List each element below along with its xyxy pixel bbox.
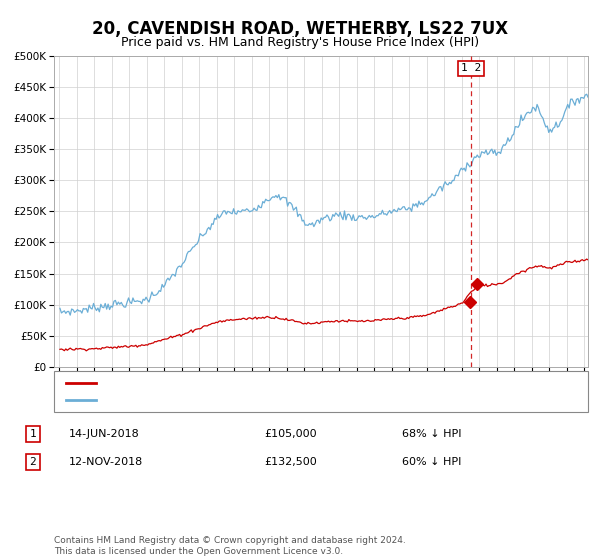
Text: 14-JUN-2018: 14-JUN-2018: [69, 429, 140, 439]
Text: Price paid vs. HM Land Registry's House Price Index (HPI): Price paid vs. HM Land Registry's House …: [121, 36, 479, 49]
Text: 68% ↓ HPI: 68% ↓ HPI: [402, 429, 461, 439]
Text: 60% ↓ HPI: 60% ↓ HPI: [402, 457, 461, 467]
Text: 1 2: 1 2: [461, 63, 481, 73]
Text: 20, CAVENDISH ROAD, WETHERBY, LS22 7UX: 20, CAVENDISH ROAD, WETHERBY, LS22 7UX: [92, 20, 508, 38]
Text: £105,000: £105,000: [264, 429, 317, 439]
Text: 20, CAVENDISH ROAD, WETHERBY, LS22 7UX (detached house): 20, CAVENDISH ROAD, WETHERBY, LS22 7UX (…: [105, 377, 458, 388]
Text: 1: 1: [29, 429, 37, 439]
Text: HPI: Average price, detached house, Leeds: HPI: Average price, detached house, Leed…: [105, 395, 344, 405]
Text: 2: 2: [29, 457, 37, 467]
Text: 12-NOV-2018: 12-NOV-2018: [69, 457, 143, 467]
Text: £132,500: £132,500: [264, 457, 317, 467]
Text: Contains HM Land Registry data © Crown copyright and database right 2024.
This d: Contains HM Land Registry data © Crown c…: [54, 536, 406, 556]
